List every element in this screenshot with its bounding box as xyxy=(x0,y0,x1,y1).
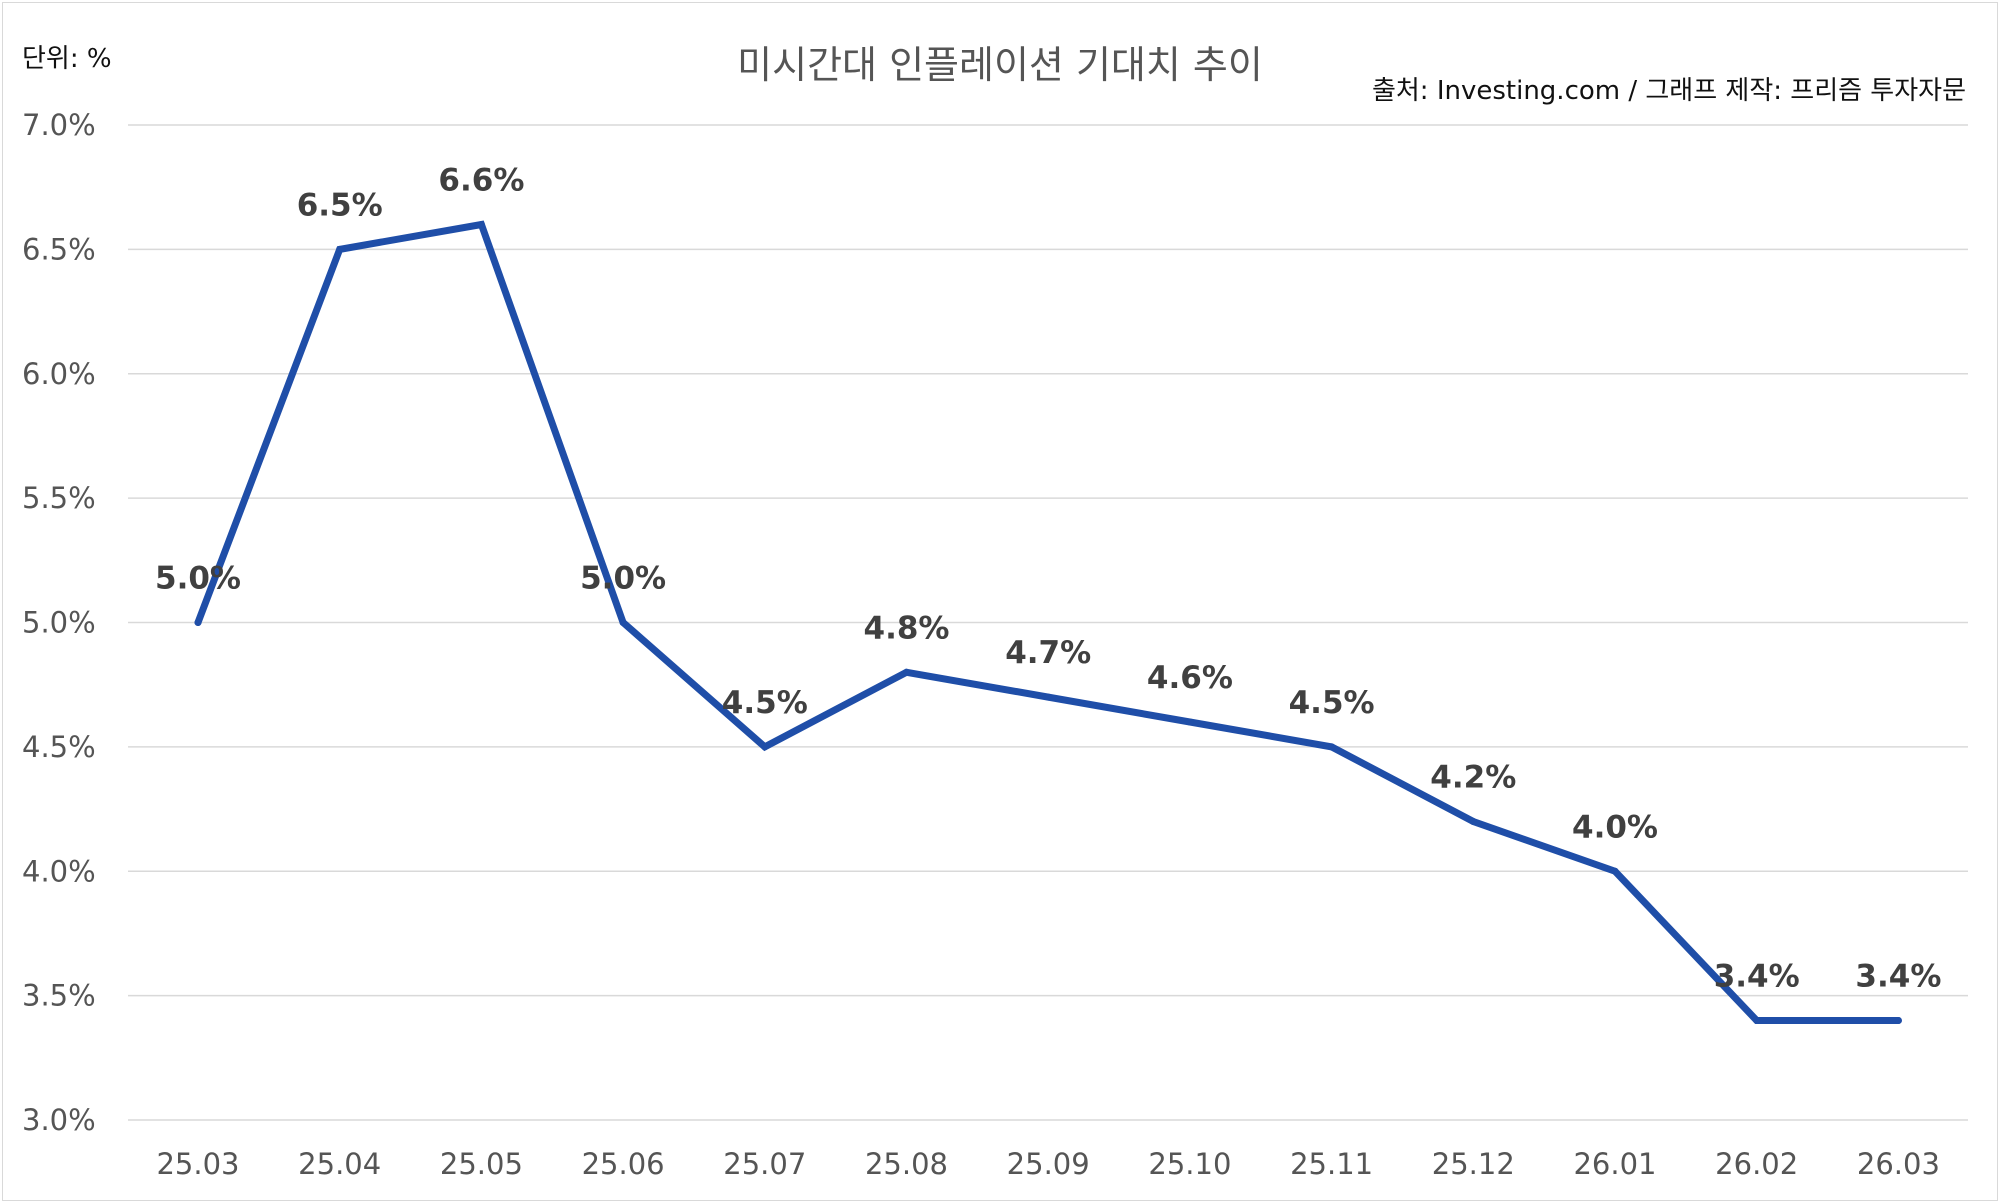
data-label: 3.4% xyxy=(1855,959,1941,995)
data-point xyxy=(1328,743,1336,751)
y-tick-label: 4.0% xyxy=(22,854,96,888)
x-tick-label: 25.06 xyxy=(582,1147,665,1181)
data-label: 4.5% xyxy=(722,685,808,721)
x-tick-label: 25.08 xyxy=(865,1147,948,1181)
chart-title: 미시간대 인플레이션 기대치 추이 xyxy=(737,43,1263,87)
y-tick-label: 5.5% xyxy=(22,481,96,515)
data-point xyxy=(1611,867,1619,875)
x-tick-label: 25.12 xyxy=(1432,1147,1515,1181)
x-tick-label: 26.03 xyxy=(1857,1147,1940,1181)
data-label: 4.5% xyxy=(1289,685,1375,721)
data-label: 5.0% xyxy=(155,561,241,597)
gridlines xyxy=(128,124,1968,1121)
data-point xyxy=(619,619,627,626)
y-tick-label: 3.0% xyxy=(22,1103,96,1137)
data-label: 4.6% xyxy=(1147,660,1233,696)
x-tick-label: 25.10 xyxy=(1148,1147,1231,1181)
data-label: 4.2% xyxy=(1430,760,1516,796)
y-tick-label: 5.0% xyxy=(22,606,96,640)
data-point xyxy=(1469,818,1477,825)
x-tick-label: 25.11 xyxy=(1290,1147,1373,1181)
data-label: 6.6% xyxy=(438,163,524,199)
data-label: 3.4% xyxy=(1714,959,1800,995)
data-point xyxy=(336,245,344,253)
source-label: 출처: Investing.com / 그래프 제작: 프리즘 투자자문 xyxy=(1371,76,1966,106)
data-point xyxy=(477,221,485,228)
data-point xyxy=(1044,693,1052,701)
y-tick-label: 6.0% xyxy=(22,357,96,391)
data-label: 4.8% xyxy=(864,610,950,646)
data-label: 6.5% xyxy=(297,187,383,223)
x-tick-label: 25.04 xyxy=(298,1147,381,1181)
data-point xyxy=(1753,1017,1761,1024)
data-point xyxy=(194,619,202,626)
x-tick-label: 26.01 xyxy=(1573,1147,1656,1181)
data-label: 5.0% xyxy=(580,561,666,597)
y-tick-label: 6.5% xyxy=(22,232,96,266)
data-point xyxy=(903,668,910,676)
y-axis: 7.0% 6.5% 6.0% 5.5% 5.0% 4.5% 4.0% 3.5% 3.0% xyxy=(22,108,96,1137)
unit-label: 단위: % xyxy=(22,44,112,74)
series-group xyxy=(194,220,1902,1024)
x-axis: 25.03 25.04 25.05 25.06 25.07 25.08 25.09 25.10… xyxy=(156,1147,1939,1181)
data-labels: 5.0% 6.5% 6.6% 5.0% 4.5% 4.8% 4.7% 4.6% 4.5% 4.2%… xyxy=(155,163,1941,995)
y-tick-label: 4.5% xyxy=(22,730,96,764)
data-label: 4.7% xyxy=(1005,635,1091,671)
data-point xyxy=(1186,718,1194,726)
x-tick-label: 25.09 xyxy=(1007,1147,1090,1181)
data-point xyxy=(761,743,769,751)
x-tick-label: 25.05 xyxy=(440,1147,523,1181)
data-point xyxy=(1894,1017,1902,1024)
x-tick-label: 26.02 xyxy=(1715,1147,1798,1181)
x-tick-label: 25.07 xyxy=(723,1147,806,1181)
y-tick-label: 3.5% xyxy=(22,979,96,1013)
y-tick-label: 7.0% xyxy=(22,108,96,142)
x-tick-label: 25.03 xyxy=(156,1147,239,1181)
data-label: 4.0% xyxy=(1572,809,1658,845)
